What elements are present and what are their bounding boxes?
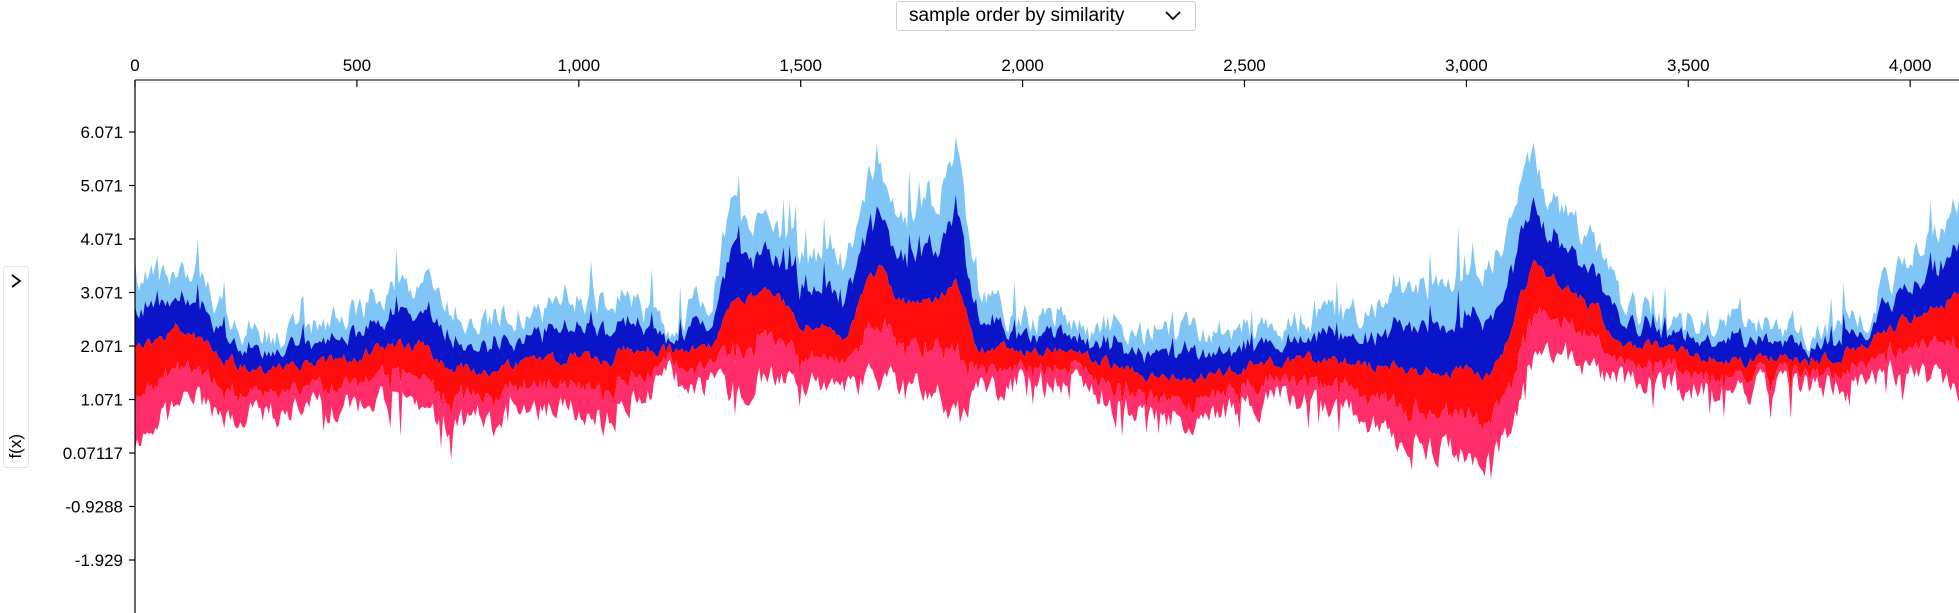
y-axis: 6.071 5.071 4.071 3.071 2.071 1.071 0.07117 -0.… bbox=[63, 80, 136, 613]
x-tick-label: 2,000 bbox=[1001, 56, 1044, 75]
y-tick-label: 2.071 bbox=[80, 337, 123, 356]
x-tick-label: 2,500 bbox=[1223, 56, 1266, 75]
y-tick-label: 5.071 bbox=[80, 177, 123, 196]
x-tick-label: 3,500 bbox=[1667, 56, 1710, 75]
chevron-right-icon bbox=[11, 274, 22, 288]
y-tick-label: 4.071 bbox=[80, 230, 123, 249]
area-layer bbox=[135, 136, 1959, 479]
x-tick-label: 4,000 bbox=[1889, 56, 1932, 75]
y-tick-label: 0.07117 bbox=[63, 444, 123, 463]
y-tick-label: 1.071 bbox=[80, 391, 123, 410]
y-axis-selector[interactable]: f(x) bbox=[3, 266, 29, 468]
x-tick-label: 1,500 bbox=[779, 56, 822, 75]
sample-order-select[interactable]: sample order by similarity bbox=[896, 1, 1196, 31]
x-tick-label: 0 bbox=[130, 56, 139, 75]
y-tick-label: 3.071 bbox=[80, 284, 123, 303]
sample-order-select-value: sample order by similarity bbox=[909, 5, 1125, 26]
chevron-down-icon bbox=[1165, 11, 1181, 21]
y-tick-label: -0.9288 bbox=[65, 497, 123, 516]
y-tick-label: -1.929 bbox=[75, 551, 123, 570]
negative-dark-area bbox=[135, 260, 1959, 431]
y-tick-label: 6.071 bbox=[80, 123, 123, 142]
x-tick-label: 500 bbox=[343, 56, 371, 75]
x-tick-label: 3,000 bbox=[1445, 56, 1488, 75]
x-axis: 0 500 1,000 1,500 2,000 2,500 3,000 3,500 4,000 bbox=[130, 56, 1959, 87]
x-tick-label: 1,000 bbox=[558, 56, 601, 75]
positive-light-area bbox=[135, 136, 1959, 364]
positive-dark-area bbox=[135, 194, 1959, 384]
